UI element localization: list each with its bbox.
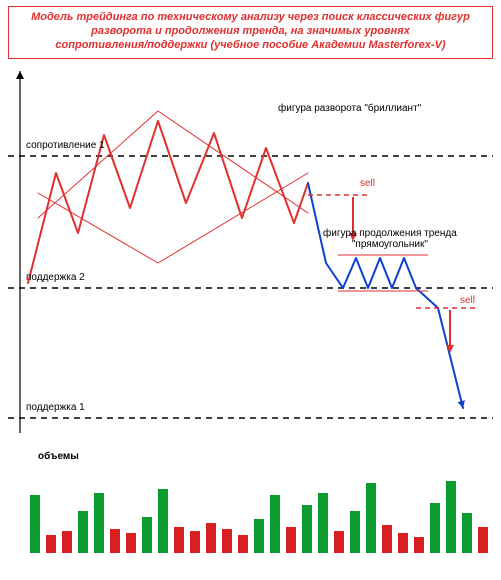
label-diamond: фигура разворота "бриллиант" (278, 103, 421, 114)
label-support-2: поддержка 2 (26, 272, 85, 283)
label-support-1: поддержка 1 (26, 402, 85, 413)
chart-svg (8, 63, 493, 563)
chart-area: сопротивление 1 поддержка 2 поддержка 1 … (8, 63, 493, 563)
title-line-2: разворота и продолжения тренда, на значи… (19, 25, 482, 39)
label-resistance-1: сопротивление 1 (26, 140, 105, 151)
label-sell-2: sell (460, 295, 475, 306)
label-volumes: объемы (38, 451, 79, 462)
title-box: Модель трейдинга по техническому анализу… (8, 6, 493, 59)
title-line-1: Модель трейдинга по техническому анализу… (19, 11, 482, 25)
title-line-3: сопротивления/поддержки (учебное пособие… (19, 39, 482, 53)
label-sell-1: sell (360, 178, 375, 189)
label-rectangle: фигура продолжения тренда "прямоугольник… (323, 228, 457, 250)
